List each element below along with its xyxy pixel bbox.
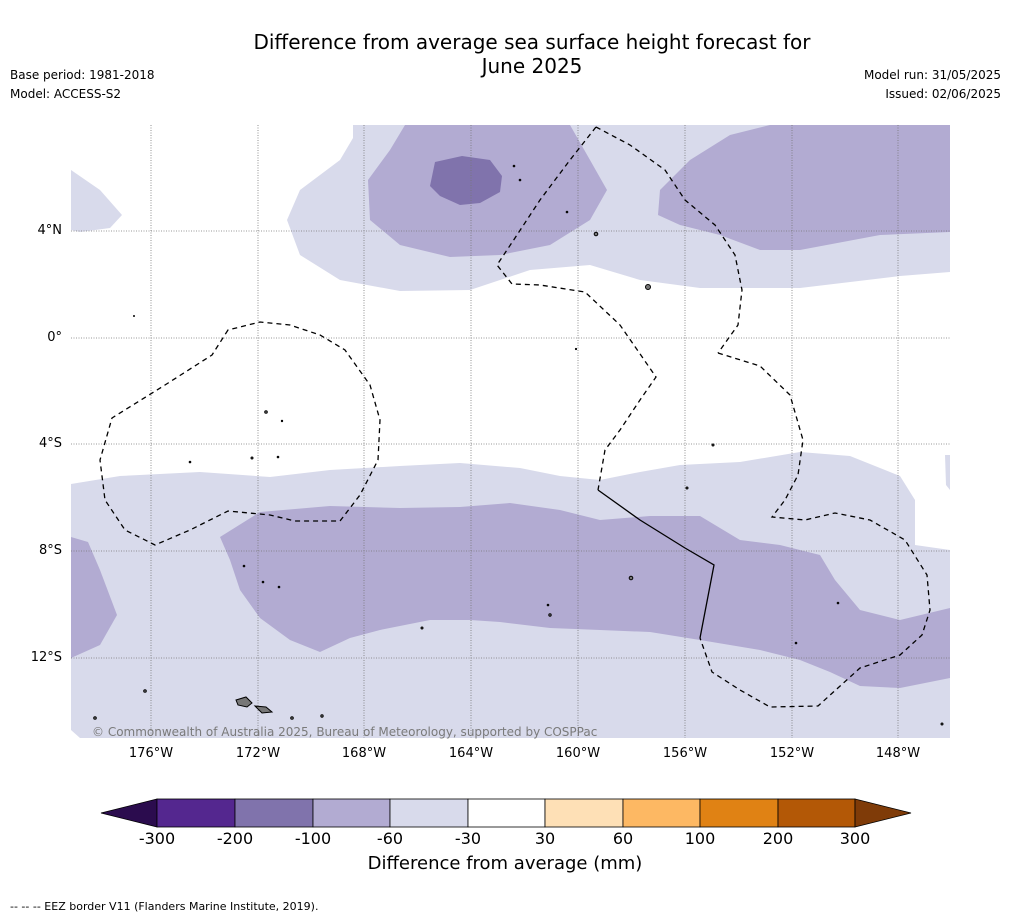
island-16	[565, 210, 569, 214]
colorbar-segment-6	[544, 798, 624, 828]
island-8	[290, 716, 294, 720]
lat-label-8s: 8°S	[38, 543, 62, 558]
lon-label-152w: 152°W	[769, 746, 815, 761]
contour-minus60-southwest	[71, 537, 117, 658]
island-9	[320, 714, 324, 718]
colorbar-tick-4: -60	[376, 829, 404, 848]
lon-label-176w: 176°W	[128, 746, 174, 761]
island-5	[264, 410, 268, 414]
lon-label-164w: 164°W	[448, 746, 494, 761]
colorbar-segment-8	[699, 798, 779, 828]
island-14	[518, 178, 522, 182]
issued-date: Issued: 02/06/2025	[885, 87, 1001, 101]
colorbar-segment-5	[467, 798, 546, 828]
island-21	[276, 455, 280, 459]
island-25	[277, 585, 281, 589]
colorbar-segment-3	[312, 798, 391, 828]
island-large-1	[235, 696, 253, 708]
eez-border-east	[699, 352, 931, 708]
island-11	[685, 486, 689, 490]
island-28	[133, 315, 135, 317]
lon-label-156w: 156°W	[662, 746, 708, 761]
model-name: Model: ACCESS-S2	[10, 87, 122, 101]
eez-border-central-2	[496, 126, 657, 491]
island-large-2	[253, 705, 274, 714]
island-12	[420, 626, 424, 630]
contour-minus100-north	[430, 156, 502, 205]
gridlines	[71, 125, 950, 738]
island-7	[93, 716, 97, 720]
lat-label-12s: 12°S	[30, 650, 62, 665]
footnote-eez: -- -- -- EEZ border V11 (Flanders Marine…	[10, 900, 319, 913]
colorbar-segment-7	[622, 798, 701, 828]
island-10	[711, 443, 715, 447]
model-run: Model run: 31/05/2025	[863, 68, 1001, 82]
island-1	[645, 284, 651, 290]
eez-border-central	[595, 126, 743, 354]
islands	[93, 164, 944, 726]
island-3	[628, 575, 634, 581]
island-23	[242, 564, 246, 568]
title-line-2: June 2025	[481, 54, 583, 78]
island-18	[794, 641, 798, 645]
eez-borders	[99, 126, 931, 708]
colorbar-tick-8: 100	[684, 829, 716, 848]
eez-border-solid	[597, 489, 715, 639]
colorbar-segment-4	[389, 798, 469, 828]
island-20	[188, 460, 192, 464]
island-19	[940, 722, 944, 726]
lon-label-172w: 172°W	[235, 746, 281, 761]
island-2	[593, 231, 599, 237]
title: Difference from average sea surface heig…	[232, 30, 832, 78]
contour-layer	[71, 125, 950, 738]
title-line-1: Difference from average sea surface heig…	[253, 30, 811, 54]
lat-label-0: 0°	[47, 330, 62, 345]
island-13	[250, 456, 254, 460]
colorbar-segment-under	[100, 798, 158, 828]
lon-label-160w: 160°W	[555, 746, 601, 761]
island-6	[143, 689, 147, 693]
colorbar-segment-1	[156, 798, 236, 828]
contour-minus30-far-east	[945, 455, 950, 490]
colorbar-tick-7: 60	[612, 829, 634, 848]
island-15	[512, 164, 516, 168]
colorbar-tick-10: 300	[839, 829, 871, 848]
colorbar-segment-over	[854, 798, 912, 828]
base-period: Base period: 1981-2018	[10, 68, 155, 82]
colorbar-segment-2	[234, 798, 314, 828]
colorbar-tick-3: -100	[294, 829, 332, 848]
island-17	[836, 601, 840, 605]
contour-minus60-northeast	[658, 125, 950, 250]
meta-left: Base period: 1981-2018 Model: ACCESS-S2	[10, 66, 155, 104]
contour-minus30-southwest	[71, 660, 230, 716]
contour-minus60-south	[220, 503, 950, 688]
colorbar-title: Difference from average (mm)	[367, 853, 643, 874]
island-4	[548, 613, 552, 617]
island-22	[280, 419, 284, 423]
colorbar-tick-9: 200	[762, 829, 794, 848]
contour-minus30-nw	[71, 170, 122, 232]
colorbar-tick-1: -300	[138, 829, 176, 848]
meta-right: Model run: 31/05/2025 Issued: 02/06/2025	[864, 66, 1001, 104]
colorbar-segment-9	[777, 798, 856, 828]
lon-label-168w: 168°W	[341, 746, 387, 761]
colorbar-tick-5: -30	[454, 829, 482, 848]
lat-label-4n: 4°N	[37, 223, 63, 238]
lon-label-148w: 148°W	[875, 746, 921, 761]
island-24	[261, 580, 265, 584]
colorbar-tick-6: 30	[534, 829, 556, 848]
colorbar	[100, 798, 912, 828]
island-27	[574, 347, 578, 351]
copyright-notice: © Commonwealth of Australia 2025, Bureau…	[92, 725, 598, 739]
island-26	[546, 603, 550, 607]
colorbar-tick-2: -200	[216, 829, 254, 848]
lat-label-4s: 4°S	[38, 436, 62, 451]
